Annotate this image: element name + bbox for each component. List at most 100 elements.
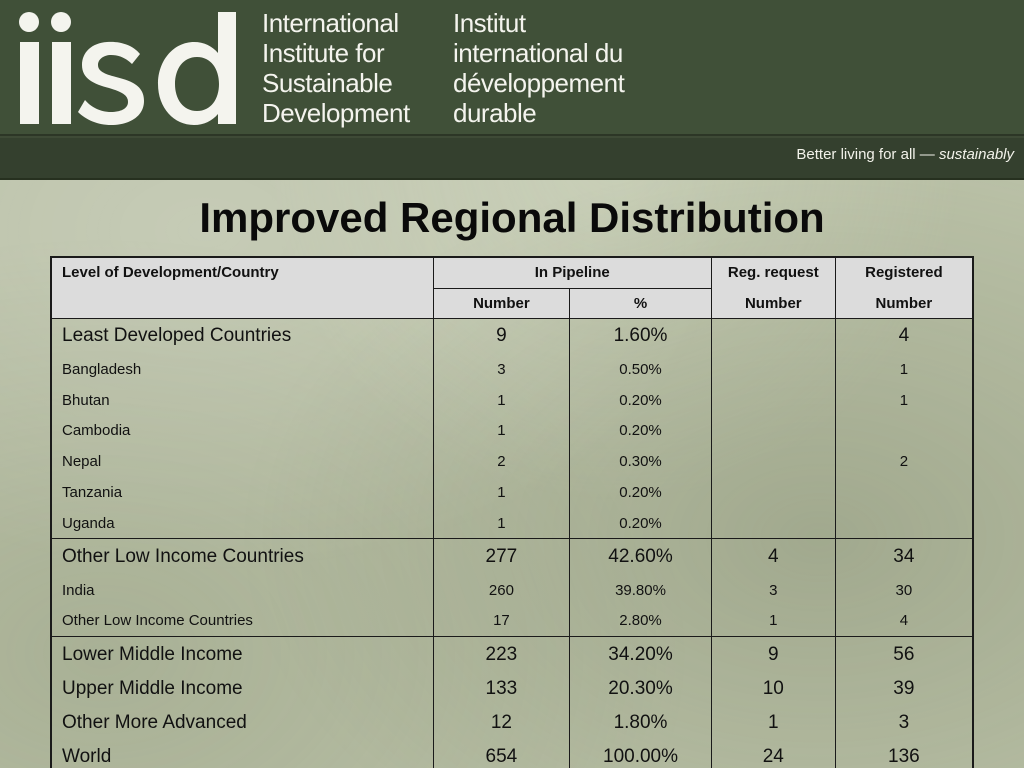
distribution-table: Level of Development/Country In Pipeline… xyxy=(50,256,974,768)
cell-pipeline-number: 9 xyxy=(432,318,571,354)
cell-country: Upper Middle Income xyxy=(50,672,434,707)
cell-registered: 30 xyxy=(834,574,974,606)
org-name-french: Institut international du développement … xyxy=(453,8,625,128)
table-group: Least Developed Countries 9 1.60% 4 Banglade… xyxy=(50,318,974,539)
cell-pipeline-number: 17 xyxy=(432,605,571,637)
cell-pipeline-number: 1 xyxy=(432,415,571,447)
table-row: India 260 39.80% 3 30 xyxy=(50,574,974,606)
tagline-main: Better living for all xyxy=(796,146,916,163)
cell-country: Cambodia xyxy=(50,415,434,447)
slide-title: Improved Regional Distribution xyxy=(199,194,825,241)
cell-country: Uganda xyxy=(50,507,434,539)
cell-country: India xyxy=(50,574,434,606)
cell-pipeline-number: 654 xyxy=(432,740,571,768)
cell-registered: 56 xyxy=(834,636,974,673)
org-name-english: International Institute for Sustainable … xyxy=(262,8,410,128)
header-reg-request-number: Number xyxy=(710,288,836,319)
table-row: Nepal 2 0.30% 2 xyxy=(50,446,974,478)
org-name-fr-line: développement xyxy=(453,68,625,98)
tagline-dash: — xyxy=(915,146,939,163)
table-row: Tanzania 1 0.20% xyxy=(50,477,974,508)
cell-pipeline-pct: 0.30% xyxy=(569,446,712,478)
cell-pipeline-number: 260 xyxy=(432,574,571,606)
org-name-fr-line: international du xyxy=(453,38,623,68)
cell-reg-request xyxy=(710,477,836,508)
cell-reg-request xyxy=(710,446,836,478)
cell-reg-request: 24 xyxy=(710,740,836,768)
tagline-emphasis: sustainably xyxy=(938,146,1014,163)
header-tagline-bar xyxy=(0,138,1024,180)
cell-pipeline-number: 223 xyxy=(432,636,571,673)
table-row: Other More Advanced 12 1.80% 1 3 xyxy=(50,706,974,741)
cell-country: Other More Advanced xyxy=(50,706,434,741)
table-row: Bhutan 1 0.20% 1 xyxy=(50,384,974,416)
header-reg-request: Reg. request xyxy=(710,256,836,288)
table-row: Upper Middle Income 133 20.30% 10 39 xyxy=(50,672,974,707)
cell-country: Lower Middle Income xyxy=(50,636,434,673)
cell-country: Bangladesh xyxy=(50,354,434,385)
cell-reg-request: 1 xyxy=(710,706,836,741)
cell-reg-request xyxy=(710,384,836,416)
cell-registered xyxy=(834,477,974,508)
cell-pipeline-pct: 39.80% xyxy=(569,574,712,606)
cell-registered: 1 xyxy=(834,384,974,416)
cell-pipeline-number: 1 xyxy=(432,477,571,508)
cell-registered: 34 xyxy=(834,538,974,575)
cell-pipeline-pct: 20.30% xyxy=(569,672,712,707)
cell-reg-request: 1 xyxy=(710,605,836,637)
cell-pipeline-number: 1 xyxy=(432,384,571,416)
header-level: Level of Development/Country xyxy=(50,256,434,319)
table-row: Lower Middle Income 223 34.20% 9 56 xyxy=(50,636,974,673)
cell-country: Other Low Income Countries xyxy=(50,605,434,637)
cell-reg-request xyxy=(710,318,836,354)
table-group: Other Low Income Countries 277 42.60% 4 34 In… xyxy=(50,538,974,637)
cell-registered: 39 xyxy=(834,672,974,707)
cell-reg-request xyxy=(710,507,836,539)
iisd-logo xyxy=(19,12,236,126)
header-band: International Institute for Sustainable … xyxy=(0,0,1024,180)
cell-country: Least Developed Countries xyxy=(50,318,434,354)
table-header: Level of Development/Country In Pipeline… xyxy=(50,256,974,319)
table-row: Bangladesh 3 0.50% 1 xyxy=(50,354,974,385)
cell-pipeline-pct: 100.00% xyxy=(569,740,712,768)
cell-country: Nepal xyxy=(50,446,434,478)
org-name-fr-line: durable xyxy=(453,98,537,128)
header-pipeline-number: Number xyxy=(432,287,571,319)
org-name-en-line: International xyxy=(262,8,399,38)
cell-registered xyxy=(834,507,974,539)
cell-reg-request xyxy=(710,415,836,447)
cell-reg-request xyxy=(710,354,836,385)
cell-pipeline-pct: 34.20% xyxy=(569,636,712,673)
org-name-en-line: Development xyxy=(262,98,410,128)
cell-pipeline-pct: 0.50% xyxy=(569,354,712,385)
cell-pipeline-pct: 0.20% xyxy=(569,477,712,508)
cell-registered: 136 xyxy=(834,740,974,768)
header-registered: Registered xyxy=(834,256,974,288)
cell-registered: 4 xyxy=(834,605,974,637)
header-registered-number: Number xyxy=(834,288,974,319)
cell-country: Other Low Income Countries xyxy=(50,538,434,575)
cell-country: Bhutan xyxy=(50,384,434,416)
cell-pipeline-pct: 2.80% xyxy=(569,605,712,637)
cell-pipeline-pct: 42.60% xyxy=(569,538,712,575)
org-name-en-line: Sustainable xyxy=(262,68,393,98)
cell-registered xyxy=(834,415,974,447)
cell-country: Tanzania xyxy=(50,477,434,508)
cell-pipeline-pct: 0.20% xyxy=(569,507,712,539)
table-row: Uganda 1 0.20% xyxy=(50,507,974,539)
org-name-fr-line: Institut xyxy=(453,8,526,38)
cell-pipeline-pct: 1.60% xyxy=(569,318,712,354)
org-name-en-line: Institute for xyxy=(262,38,385,68)
header-pipeline-pct: % xyxy=(569,287,712,319)
cell-pipeline-pct: 0.20% xyxy=(569,415,712,447)
table-group: Lower Middle Income 223 34.20% 9 56 Upper Mid… xyxy=(50,636,974,768)
cell-pipeline-number: 1 xyxy=(432,507,571,539)
cell-reg-request: 3 xyxy=(710,574,836,606)
cell-pipeline-number: 277 xyxy=(432,538,571,575)
cell-registered: 1 xyxy=(834,354,974,385)
tagline: Better living for all — sustainably xyxy=(796,146,1014,163)
table-row: Other Low Income Countries 17 2.80% 1 4 xyxy=(50,605,974,637)
cell-reg-request: 10 xyxy=(710,672,836,707)
cell-registered: 4 xyxy=(834,318,974,354)
cell-pipeline-number: 133 xyxy=(432,672,571,707)
